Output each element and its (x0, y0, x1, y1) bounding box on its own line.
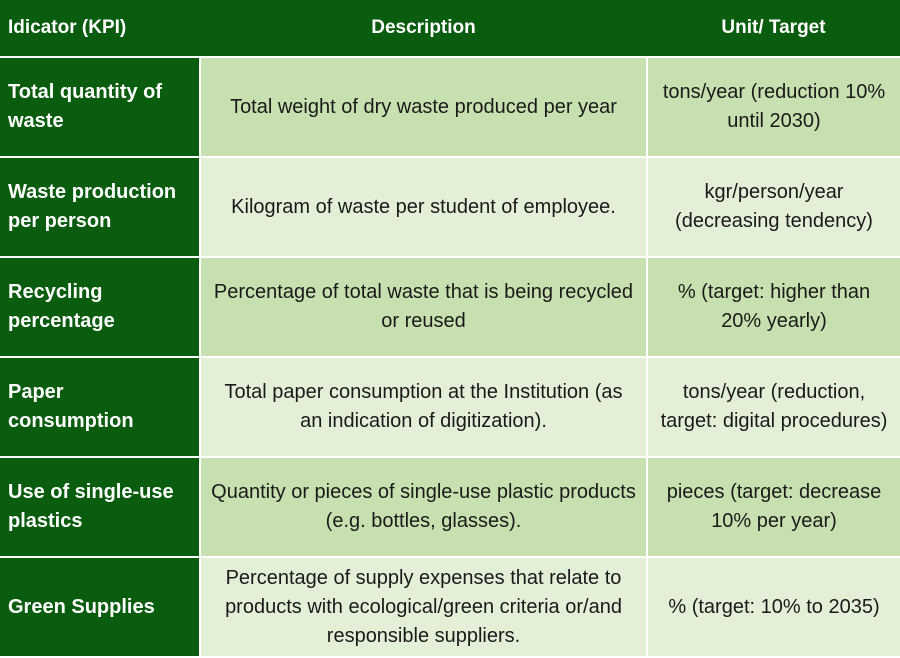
header-row: Idicator (KPI) Description Unit/ Target (0, 0, 900, 58)
table-row: Recycling percentage Percentage of total… (0, 257, 900, 358)
unit-cell: kgr/person/year (decreasing tendency) (646, 157, 900, 258)
header-description: Description (200, 0, 647, 58)
description-cell: Quantity or pieces of single-use plastic… (199, 457, 647, 558)
indicator-cell: Green Supplies (0, 557, 200, 658)
indicator-cell: Use of single-use plastics (0, 457, 200, 558)
indicator-cell: Waste production per person (0, 157, 200, 258)
table-row: Use of single-use plastics Quantity or p… (0, 457, 900, 558)
description-cell: Kilogram of waste per student of employe… (199, 157, 647, 258)
unit-cell: % (target: higher than 20% yearly) (646, 257, 900, 358)
indicator-cell: Total quantity of waste (0, 57, 200, 158)
description-cell: Total paper consumption at the Instituti… (199, 357, 647, 458)
indicator-cell: Recycling percentage (0, 257, 200, 358)
indicator-cell: Paper consumption (0, 357, 200, 458)
table-row: Total quantity of waste Total weight of … (0, 57, 900, 158)
description-cell: Percentage of total waste that is being … (199, 257, 647, 358)
table-row: Waste production per person Kilogram of … (0, 157, 900, 258)
unit-cell: tons/year (reduction 10% until 2030) (646, 57, 900, 158)
unit-cell: pieces (target: decrease 10% per year) (646, 457, 900, 558)
table-row: Paper consumption Total paper consumptio… (0, 357, 900, 458)
table-row: Green Supplies Percentage of supply expe… (0, 557, 900, 658)
unit-cell: tons/year (reduction, target: digital pr… (646, 357, 900, 458)
description-cell: Total weight of dry waste produced per y… (199, 57, 647, 158)
header-indicator: Idicator (KPI) (0, 0, 200, 58)
unit-cell: % (target: 10% to 2035) (646, 557, 900, 658)
description-cell: Percentage of supply expenses that relat… (199, 557, 647, 658)
header-unit: Unit/ Target (647, 0, 900, 58)
